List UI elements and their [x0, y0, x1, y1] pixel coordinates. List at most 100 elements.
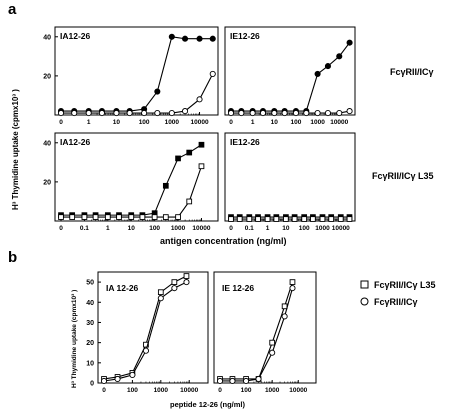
y-tick-label: 20 — [43, 179, 51, 186]
data-point — [271, 109, 278, 117]
panel-a-label: a — [8, 1, 17, 18]
data-point — [227, 109, 235, 117]
data-point — [228, 216, 234, 222]
data-point — [100, 377, 108, 385]
data-point — [157, 295, 164, 302]
plot-frame — [213, 271, 317, 384]
panel-a-y-axis-label: H³ Thymidine uptake (cpmx10³ ) — [11, 89, 20, 210]
chart-title: IA12-26 — [60, 137, 91, 147]
x-tick-label: 0 — [218, 387, 222, 394]
data-point — [281, 313, 288, 320]
data-point — [301, 216, 308, 222]
data-point — [337, 216, 344, 222]
x-tick-label: 0.1 — [80, 225, 89, 232]
y-tick-label: 40 — [43, 140, 51, 147]
x-tick-label: 100 — [299, 225, 310, 232]
data-point — [85, 109, 92, 117]
data-point — [139, 214, 146, 220]
data-point — [255, 375, 262, 383]
data-point — [328, 216, 335, 222]
data-point — [346, 39, 353, 46]
plot-frame — [54, 132, 219, 222]
data-point — [141, 109, 148, 117]
data-point — [129, 371, 136, 378]
y-tick-label: 50 — [86, 280, 94, 287]
x-tick-label: 0 — [102, 387, 106, 394]
data-point — [128, 214, 135, 220]
series-line — [103, 281, 187, 382]
data-point — [104, 214, 111, 220]
data-point — [157, 289, 164, 296]
x-tick-label: 10000 — [330, 119, 348, 126]
x-tick-label: 1 — [106, 225, 110, 232]
x-tick-label: 10 — [113, 119, 121, 126]
x-tick-label: 1 — [251, 119, 255, 126]
data-point — [183, 273, 190, 279]
legend-label-l35: FcγRII/ICγ L35 — [374, 280, 436, 290]
x-tick-label: 0 — [229, 225, 233, 232]
panel-b-label: b — [8, 249, 17, 266]
data-point — [171, 285, 178, 292]
chart-title: IE12-26 — [230, 137, 260, 147]
chart-title: IE12-26 — [230, 31, 260, 41]
legend-marker-open-circle — [360, 297, 369, 306]
x-tick-label: 10000 — [180, 387, 198, 394]
data-point — [143, 341, 149, 348]
data-point — [238, 109, 245, 117]
y-tick-label: 20 — [86, 340, 94, 347]
data-point — [281, 109, 288, 117]
x-tick-label: 10 — [128, 225, 136, 232]
chart-b-left: 0 100 1000 10000 0 10 20 30 40 50 IA 12-26 — [86, 271, 209, 394]
chart-title: IA12-26 — [60, 31, 91, 41]
x-tick-label: 1000 — [171, 225, 186, 232]
data-point — [289, 279, 296, 285]
data-point — [324, 63, 331, 70]
panel-a-x-axis-label: antigen concentration (ng/ml) — [160, 236, 287, 246]
chart-a-top-left: 0 1 10 100 1000 10000 20 40 IA12-26 — [43, 26, 219, 126]
x-tick-label: 0.1 — [245, 225, 254, 232]
x-tick-label: 10000 — [192, 225, 210, 232]
y-tick-label: 0 — [90, 381, 94, 388]
data-point — [259, 109, 267, 117]
chart-a-top-right: 0 1 10 100 1000 10000 IE12-26 — [224, 26, 356, 126]
x-tick-label: 100 — [127, 387, 138, 394]
data-point — [181, 108, 189, 115]
chart-title: IA 12-26 — [106, 283, 139, 293]
x-tick-label: 1000 — [315, 225, 330, 232]
data-point — [168, 33, 175, 40]
x-tick-label: 100 — [291, 119, 302, 126]
series-line — [220, 281, 293, 380]
data-point — [183, 279, 190, 286]
data-point — [243, 377, 250, 385]
panel-a-row1-label: FcγRII/ICγ — [390, 67, 434, 77]
data-point — [346, 216, 353, 222]
data-point — [236, 216, 243, 222]
data-point — [69, 214, 76, 220]
data-point — [92, 214, 99, 220]
chart-title: IE 12-26 — [222, 283, 254, 293]
plot-frame — [54, 26, 219, 116]
data-point — [216, 377, 224, 385]
data-point — [142, 347, 150, 354]
y-tick-label: 40 — [86, 300, 94, 307]
data-point — [71, 109, 78, 117]
x-tick-label: 100 — [241, 387, 252, 394]
data-point — [81, 214, 88, 220]
data-point — [57, 109, 65, 117]
x-tick-label: 0 — [229, 119, 233, 126]
x-tick-label: 100 — [139, 119, 150, 126]
data-point — [175, 214, 181, 220]
data-point — [269, 349, 276, 356]
y-tick-label: 10 — [86, 360, 94, 367]
x-tick-label: 100 — [149, 225, 160, 232]
y-tick-label: 30 — [86, 320, 94, 327]
chart-b-right: 0 100 1000 10000 IE 12-26 — [213, 271, 317, 394]
x-tick-label: 1000 — [165, 119, 180, 126]
data-point — [196, 96, 203, 103]
legend-label-fc: FcγRII/ICγ — [374, 297, 418, 307]
data-point — [98, 109, 105, 117]
data-point — [162, 182, 169, 189]
x-tick-label: 0 — [59, 119, 63, 126]
y-tick-label: 20 — [43, 73, 51, 80]
data-point — [303, 109, 310, 117]
